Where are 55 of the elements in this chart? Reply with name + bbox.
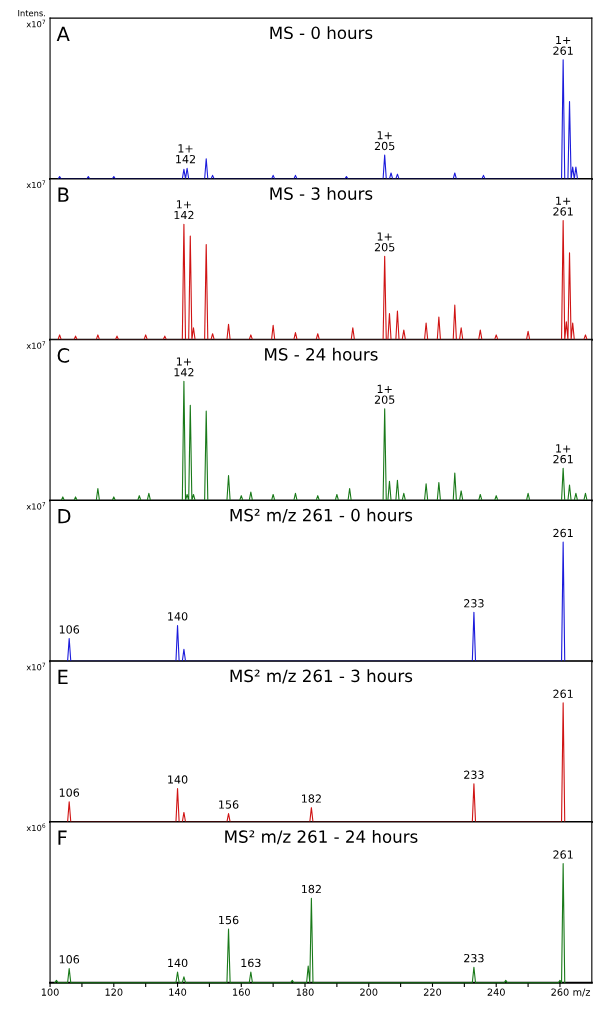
- annotation: 1+ 261: [553, 35, 573, 55]
- annotation: 156: [219, 800, 239, 809]
- text: x10$^{6}$: [26, 823, 46, 832]
- text: E: [58, 669, 68, 685]
- annotation: 140: [168, 775, 188, 784]
- annotation: 261: [553, 528, 573, 538]
- annotation: 1+ 205: [374, 232, 395, 252]
- chart-title: MS - 0 hours: [270, 26, 373, 40]
- text: x10$^{7}$: [26, 662, 46, 671]
- annotation: 1+ 261: [553, 444, 573, 464]
- text: D: [58, 509, 71, 524]
- annotation: 163: [241, 958, 261, 968]
- text: F: [58, 830, 67, 845]
- annotation: 140: [168, 612, 188, 621]
- annotation: 261: [553, 689, 573, 698]
- annotation: 1+ 205: [374, 131, 395, 151]
- annotation: 106: [59, 625, 80, 634]
- text: x10$^{7}$: [26, 19, 46, 28]
- text: x10$^{7}$: [26, 502, 46, 510]
- text: Intens.: [18, 10, 45, 17]
- annotation: 106: [59, 955, 80, 964]
- annotation: 1+ 205: [374, 384, 395, 404]
- annotation: 182: [302, 884, 321, 894]
- x-axis-title: m/z: [573, 988, 591, 997]
- annotation: 1+ 142: [176, 144, 195, 164]
- chart-title: MS² m/z 261 - 24 hours: [225, 830, 418, 845]
- x-tick-label: 100: [41, 988, 59, 996]
- annotation: 106: [59, 788, 80, 797]
- text: x10$^{7}$: [26, 341, 46, 349]
- text: B: [58, 187, 69, 202]
- x-tick-label: 140: [169, 988, 187, 996]
- annotation: 233: [464, 599, 484, 608]
- annotation: 233: [464, 953, 484, 963]
- annotation: 1+ 261: [553, 196, 573, 216]
- x-tick-label: 120: [105, 988, 123, 996]
- annotation: 140: [168, 958, 188, 968]
- x-tick-label: 200: [360, 988, 378, 996]
- chart-title: MS - 3 hours: [270, 186, 373, 200]
- text: A: [56, 26, 70, 41]
- x-tick-label: 240: [487, 988, 505, 996]
- x-tick-label: 220: [423, 988, 442, 996]
- annotation: 1+ 142: [174, 200, 194, 220]
- text: x10$^{7}$: [26, 180, 46, 189]
- chart-title: MS² m/z 261 - 0 hours: [230, 508, 413, 523]
- annotation: 156: [219, 915, 239, 925]
- chart-title: MS² m/z 261 - 3 hours: [230, 669, 413, 684]
- chart-title: MS - 24 hours: [265, 347, 378, 361]
- x-tick-label: 160: [233, 988, 250, 996]
- text: C: [57, 348, 70, 363]
- annotation: 1+ 142: [174, 357, 194, 377]
- annotation: 182: [302, 794, 321, 803]
- annotation: 261: [553, 850, 573, 859]
- x-tick-label: 180: [296, 988, 314, 996]
- x-tick-label: 260: [551, 988, 569, 996]
- annotation: 233: [464, 770, 484, 779]
